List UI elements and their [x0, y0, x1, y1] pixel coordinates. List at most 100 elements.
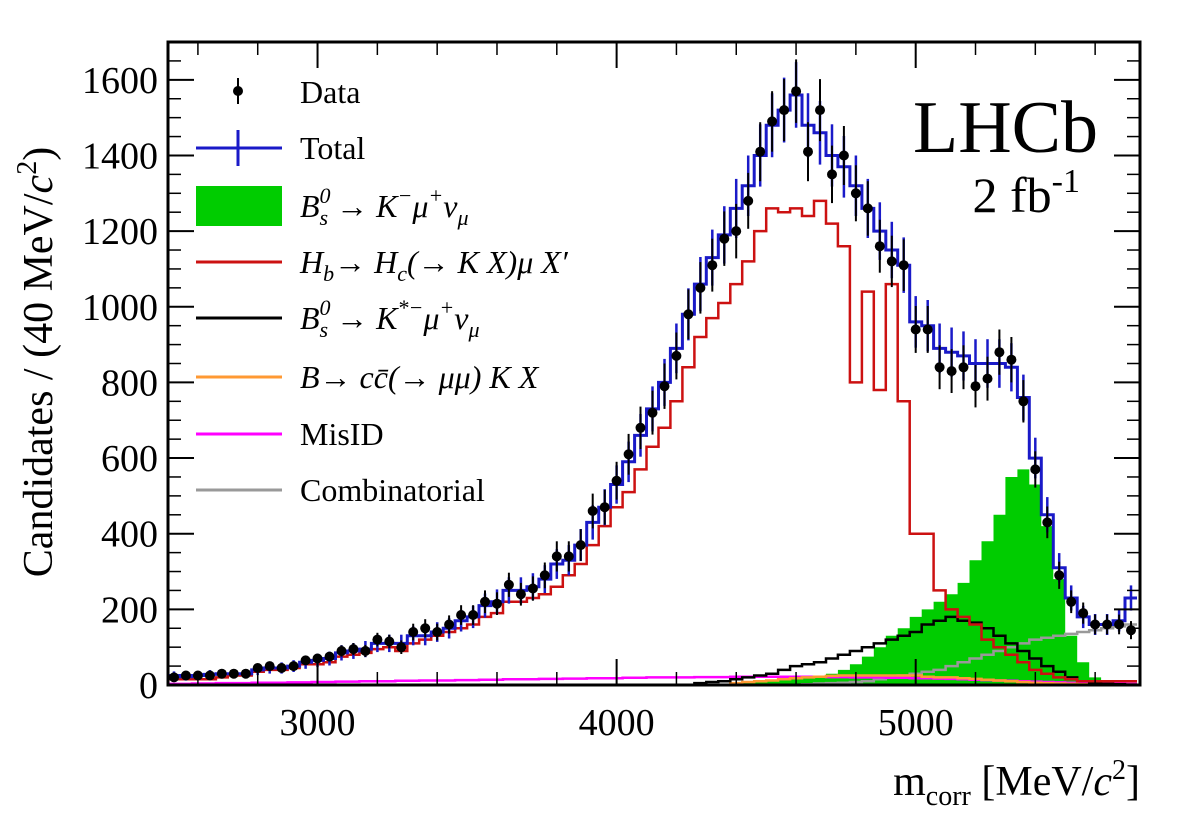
x-axis-title-sup: 2	[1112, 755, 1126, 786]
data-point	[1090, 614, 1101, 635]
data-point	[994, 329, 1005, 375]
data-point	[276, 663, 287, 673]
axis-ticks-layer: 0 200 400 600 800 1000 1200 1400 1600 3000 4000 500…	[82, 42, 1140, 744]
data-point	[731, 203, 742, 259]
data-marker	[1066, 596, 1077, 607]
luminosity-main: 2 fb	[973, 167, 1052, 223]
legend-label-hb-hc: Hb→ Hc(→ K X)μ X′	[299, 244, 569, 286]
data-marker	[635, 422, 646, 433]
data-point	[563, 541, 574, 572]
data-marker	[312, 653, 323, 664]
data-point	[862, 181, 873, 236]
data-marker	[575, 540, 586, 551]
experiment-label: LHCb	[913, 87, 1098, 169]
data-marker	[408, 627, 419, 637]
data-marker	[1054, 570, 1065, 581]
data-point	[408, 623, 419, 641]
data-marker	[216, 668, 227, 679]
y-tick-label: 1000	[82, 287, 158, 329]
data-marker	[336, 646, 347, 656]
data-point	[1054, 561, 1065, 589]
y-axis-title-main: Candidates / (40 MeV/	[16, 193, 62, 577]
data-marker	[527, 583, 538, 594]
data-marker	[1114, 619, 1125, 630]
data-point	[599, 489, 610, 525]
data-marker	[1042, 517, 1053, 528]
data-marker	[180, 670, 191, 681]
x-axis-title-sub: corr	[926, 781, 972, 812]
y-axis-title-c: c	[16, 174, 62, 193]
data-marker	[599, 502, 610, 513]
data-marker	[1102, 619, 1113, 630]
legend-entry-total: Total	[196, 130, 365, 166]
data-point	[348, 643, 359, 656]
x-axis-title-close: ]	[1126, 759, 1140, 805]
data-marker	[1018, 396, 1029, 407]
series-hb-hc-line	[168, 199, 1137, 683]
data-marker	[683, 309, 694, 320]
data-point	[671, 332, 682, 380]
data-marker	[970, 381, 981, 392]
x-tick-label: 3000	[280, 702, 356, 744]
legend-label-total: Total	[300, 130, 365, 166]
data-point	[503, 572, 514, 597]
data-point	[384, 634, 395, 649]
data-marker	[264, 661, 275, 672]
data-point	[635, 406, 646, 449]
legend-entry-data: Data	[233, 74, 360, 110]
data-marker	[324, 651, 335, 662]
data-point	[264, 661, 275, 672]
data-marker	[647, 407, 658, 418]
legend-signal-swatch	[196, 186, 282, 226]
data-marker	[360, 646, 371, 656]
data-marker	[384, 636, 395, 647]
data-point	[372, 632, 383, 647]
luminosity-label: 2 fb-1	[973, 163, 1080, 223]
data-marker	[791, 86, 802, 97]
legend-entry-signal: B0 s → K−μ+νμ	[196, 183, 468, 230]
data-point	[970, 365, 981, 408]
data-marker	[958, 362, 969, 373]
data-marker	[551, 551, 562, 562]
data-marker	[994, 347, 1005, 358]
data-marker	[372, 634, 383, 645]
data-marker	[456, 610, 467, 620]
data-point	[791, 59, 802, 123]
data-point	[587, 493, 598, 529]
data-marker	[671, 350, 682, 361]
data-marker	[432, 627, 443, 637]
data-marker	[1126, 625, 1136, 636]
data-marker	[204, 670, 215, 681]
data-marker	[480, 596, 490, 607]
data-marker	[563, 551, 574, 562]
data-point	[169, 672, 179, 683]
data-point	[300, 655, 311, 666]
legend-entry-hb-hc: Hb→ Hc(→ K X)μ X′	[196, 244, 569, 286]
legend-entry-combinatorial: Combinatorial	[196, 472, 485, 508]
y-tick-label: 400	[101, 514, 158, 556]
data-marker	[838, 150, 849, 161]
data-point	[420, 619, 431, 638]
data-point	[456, 605, 467, 625]
data-marker	[396, 642, 407, 653]
data-marker	[348, 644, 359, 655]
data-point	[288, 661, 299, 672]
data-point	[779, 79, 790, 142]
data-marker	[252, 663, 263, 673]
y-tick-label: 800	[101, 362, 158, 404]
data-point	[1018, 380, 1029, 423]
y-tick-label: 1600	[82, 60, 158, 102]
data-point	[492, 592, 502, 615]
data-marker	[1006, 354, 1017, 365]
data-marker	[743, 195, 754, 206]
data-point	[910, 306, 921, 353]
luminosity-exp: -1	[1052, 163, 1080, 200]
data-marker	[420, 623, 431, 634]
data-point	[515, 582, 526, 606]
data-marker	[659, 381, 670, 392]
y-tick-label: 1200	[82, 211, 158, 253]
x-axis-title-c: c	[1093, 759, 1112, 805]
data-marker	[946, 366, 957, 377]
data-point	[838, 126, 849, 185]
